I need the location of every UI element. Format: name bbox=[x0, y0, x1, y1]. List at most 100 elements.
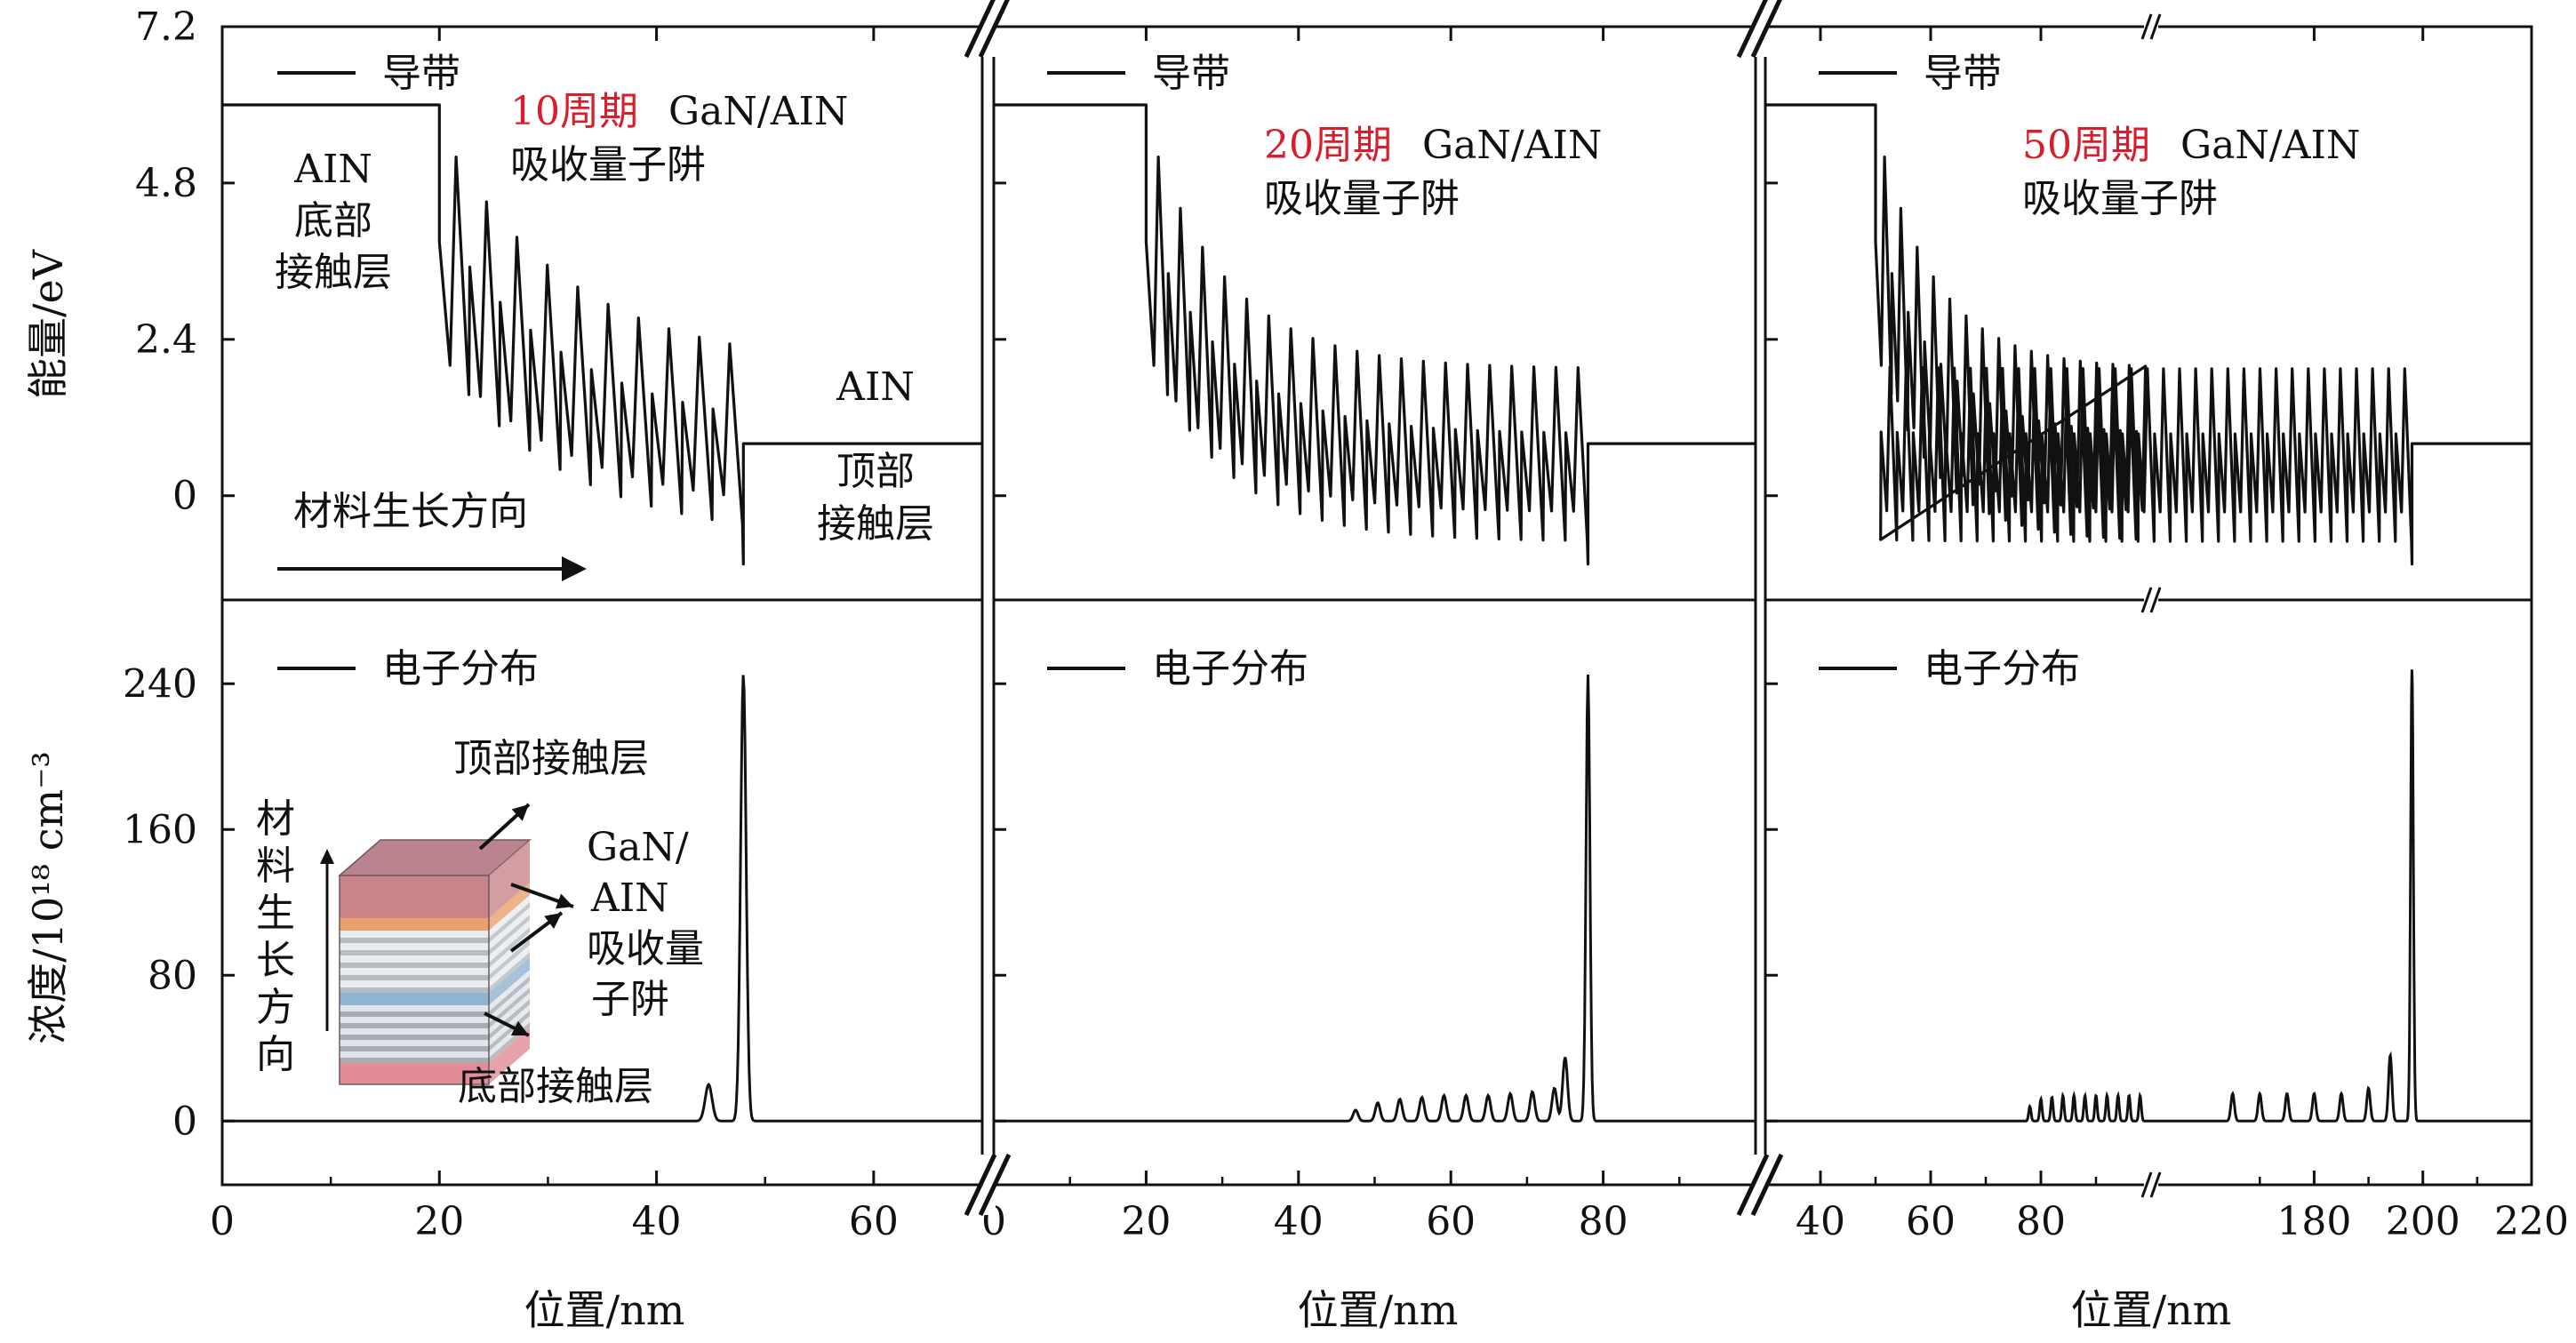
electron-density-2a bbox=[1765, 1090, 2151, 1123]
inset-layer-side-3 bbox=[489, 902, 530, 943]
conduction-band-1 bbox=[994, 103, 1756, 566]
break-top-1-a bbox=[964, 0, 996, 59]
top-contact-line1: AIN bbox=[836, 364, 915, 410]
bottom-contact-line3: 接触层 bbox=[275, 250, 392, 295]
xtick-label-1-1: 20 bbox=[1121, 1199, 1171, 1244]
inset-label-mqw-3: 吸收量 bbox=[587, 926, 704, 971]
break-top-2-a bbox=[1736, 0, 1768, 59]
inset-layer-side-20 bbox=[489, 1011, 530, 1051]
inset-layer-side-17 bbox=[489, 993, 530, 1035]
axis-breaks bbox=[964, 0, 2162, 1217]
break-r-top-a bbox=[2140, 13, 2153, 40]
inset-layer-side-5 bbox=[489, 915, 530, 955]
xlabel-middle: 位置/nm bbox=[1298, 1286, 1459, 1334]
inset-growth-char-3: 生 bbox=[256, 891, 295, 936]
xlabel-right: 位置/nm bbox=[2071, 1286, 2232, 1334]
curves bbox=[222, 103, 2532, 1123]
well-left: 吸收量子阱 bbox=[510, 142, 706, 188]
inset-layer-side-10 bbox=[489, 945, 530, 987]
inset-layer-front-12 bbox=[340, 993, 489, 1005]
xtick-label-2-2: 80 bbox=[2016, 1199, 2066, 1244]
xtick-label-0-3: 60 bbox=[849, 1199, 899, 1244]
inset-layer-front-11 bbox=[340, 987, 489, 993]
conduction-band-0 bbox=[222, 103, 982, 566]
inset-growth-label: 材 料 生 长 方 向 bbox=[256, 796, 295, 1077]
inset-layer-front-1 bbox=[340, 918, 489, 931]
inset-layer-front-8 bbox=[340, 968, 489, 975]
ytick-label-top-0: 0 bbox=[172, 474, 197, 519]
xtick-label-2-0: 40 bbox=[1796, 1199, 1845, 1244]
xtick-label-1-4: 80 bbox=[1579, 1199, 1628, 1244]
legend-cb-left: 导带 bbox=[382, 51, 460, 96]
break-r-mid-a bbox=[2140, 587, 2153, 613]
ytick-label-top-3: 7.2 bbox=[135, 4, 197, 50]
inset-growth-char-2: 料 bbox=[256, 843, 295, 889]
inset-layer-side-13 bbox=[489, 970, 530, 1011]
inset-layer-side-0 bbox=[489, 840, 530, 918]
inset-layer-side-7 bbox=[489, 927, 530, 968]
ylabel-top: 能量/eV bbox=[24, 249, 72, 399]
material-right: GaN/AIN bbox=[2180, 123, 2360, 168]
legend-cb-middle: 导带 bbox=[1152, 51, 1230, 96]
growth-direction-arrowhead bbox=[562, 556, 587, 581]
inset-growth-arrowhead bbox=[320, 849, 334, 864]
legend-ed-left: 电子分布 bbox=[382, 646, 539, 691]
inset-label-top: 顶部接触层 bbox=[453, 736, 649, 781]
inset-layer-side-11 bbox=[489, 952, 530, 993]
inset-layer-front-14 bbox=[340, 1011, 489, 1017]
legend-cb-right: 导带 bbox=[1924, 51, 2002, 96]
xtick-label-2-4: 200 bbox=[2386, 1199, 2460, 1244]
inset-layer-side-14 bbox=[489, 976, 530, 1017]
xtick-label-1-2: 40 bbox=[1274, 1199, 1324, 1244]
break-top-1-mask bbox=[980, 0, 996, 57]
ytick-label-top-2: 4.8 bbox=[135, 161, 197, 206]
inset-layer-front-21 bbox=[340, 1051, 489, 1058]
inset-layer-front-23 bbox=[340, 1063, 489, 1084]
inset-layer-front-5 bbox=[340, 950, 489, 955]
inset-layer-side-16 bbox=[489, 987, 530, 1028]
inset-label-mqw-4: 子阱 bbox=[591, 977, 669, 1022]
inset-arrow-bottom-head bbox=[510, 1020, 529, 1035]
break-bot-1-b bbox=[978, 1153, 1012, 1217]
inset-layer-front-9 bbox=[340, 975, 489, 980]
break-bot-2-a bbox=[1736, 1153, 1770, 1217]
inset-layer-front-2 bbox=[340, 931, 489, 938]
inset-layer-side-6 bbox=[489, 920, 530, 963]
break-r-bot-a bbox=[2140, 1171, 2153, 1198]
break-bot-1-mask bbox=[980, 1155, 996, 1215]
inset-layer-front-4 bbox=[340, 943, 489, 950]
periods-right: 50周期 bbox=[2022, 123, 2150, 168]
ytick-label-bot-0: 0 bbox=[172, 1099, 197, 1144]
ytick-label-top-1: 2.4 bbox=[135, 317, 197, 363]
top-contact-line3: 接触层 bbox=[817, 501, 934, 547]
inset-growth-char-4: 长 bbox=[256, 938, 295, 983]
inset-arrow-top-head bbox=[511, 804, 529, 821]
material-middle: GaN/AIN bbox=[1422, 123, 1602, 168]
inset-layer-side-2 bbox=[489, 895, 530, 938]
break-bot-2-mask bbox=[1752, 1155, 1768, 1215]
electron-density-1 bbox=[994, 674, 1756, 1123]
xtick-label-2-3: 180 bbox=[2276, 1199, 2351, 1244]
inset-layer-front-10 bbox=[340, 980, 489, 987]
inset-arrow-mqw-2-head bbox=[544, 913, 562, 930]
periods-left: 10周期 bbox=[510, 89, 638, 134]
well-middle: 吸收量子阱 bbox=[1264, 176, 1460, 221]
break-r-top-b bbox=[2149, 13, 2162, 40]
xtick-label-2-1: 60 bbox=[1906, 1199, 1956, 1244]
inset-arrow-mqw-1-head bbox=[556, 893, 573, 909]
inset-layer-front-19 bbox=[340, 1040, 489, 1046]
inset-label-mqw-2: AIN bbox=[590, 875, 669, 921]
xlabel-left: 位置/nm bbox=[524, 1286, 685, 1334]
xtick-label-1-3: 60 bbox=[1426, 1199, 1476, 1244]
inset-stack-diagram bbox=[320, 803, 574, 1085]
conduction-band-2 bbox=[1765, 103, 2532, 566]
inset-growth-char-6: 向 bbox=[256, 1032, 295, 1077]
electron-density-0 bbox=[222, 675, 982, 1123]
break-bot-1-a bbox=[964, 1153, 997, 1217]
break-r-bot-b bbox=[2149, 1171, 2162, 1198]
inset-label-bottom: 底部接触层 bbox=[458, 1064, 653, 1109]
break-top-2-mask bbox=[1752, 0, 1768, 57]
bottom-contact-line2: 底部 bbox=[294, 198, 372, 244]
electron-density-2b bbox=[2151, 669, 2532, 1123]
